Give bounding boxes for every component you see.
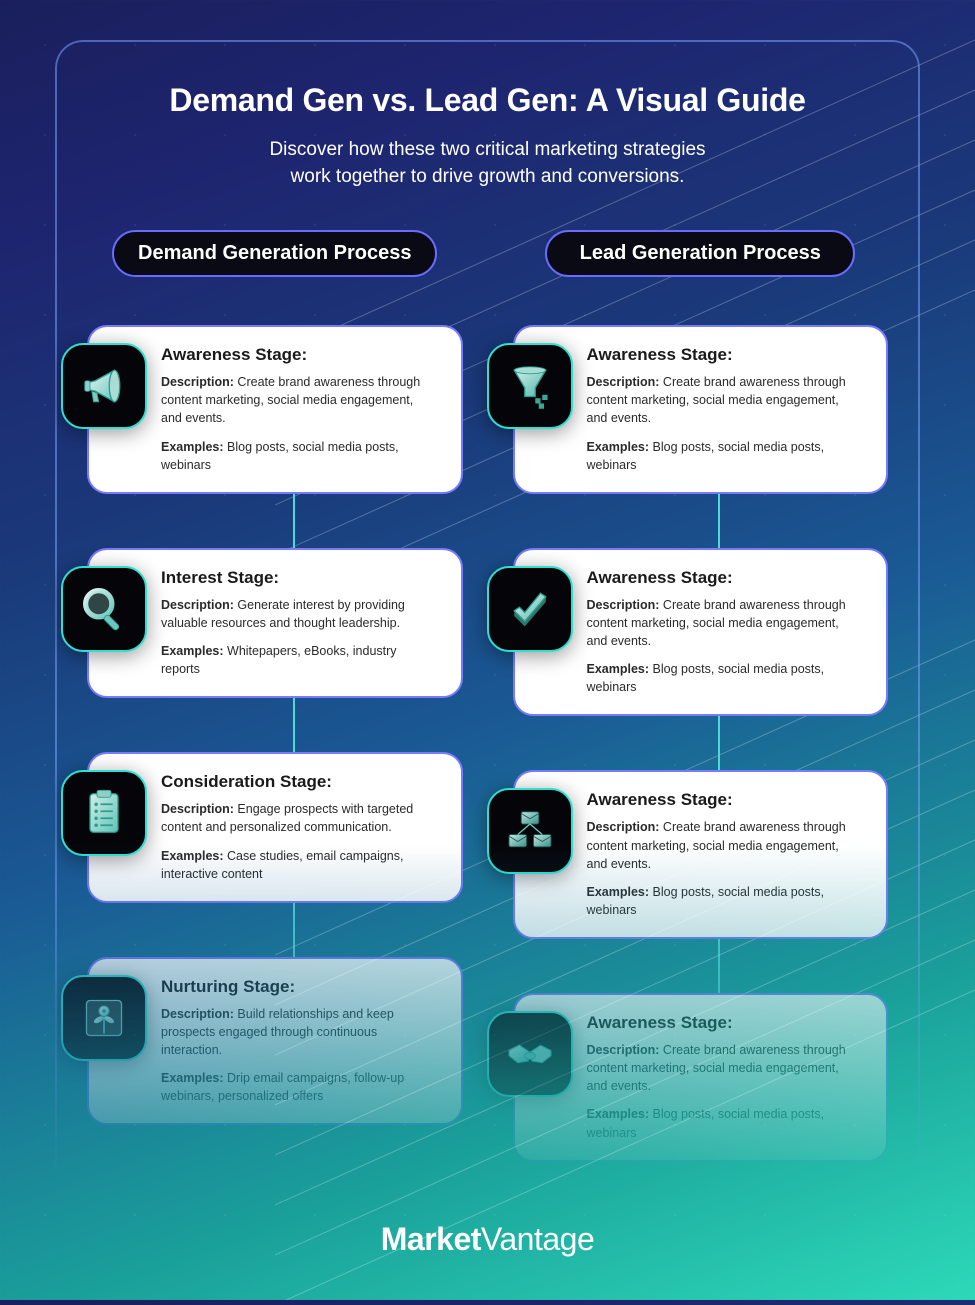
- connector: [293, 698, 295, 752]
- stage-interest: Interest Stage: Description: Generate in…: [87, 548, 463, 699]
- envelopes-icon: [487, 788, 573, 874]
- handshake-icon: [487, 1011, 573, 1097]
- card-body: Awareness Stage: Description: Create bra…: [587, 790, 869, 919]
- card-body: Awareness Stage: Description: Create bra…: [587, 1013, 869, 1142]
- stage-examples: Examples: Blog posts, social media posts…: [587, 883, 863, 919]
- stage-description: Description: Generate interest by provid…: [161, 596, 437, 632]
- stage-description: Description: Create brand awareness thro…: [587, 1041, 863, 1095]
- stage-card: Awareness Stage: Description: Create bra…: [87, 325, 463, 494]
- header: Demand Gen vs. Lead Gen: A Visual Guide …: [87, 82, 888, 190]
- stage-card: Awareness Stage: Description: Create bra…: [513, 548, 889, 717]
- stage-card: Awareness Stage: Description: Create bra…: [513, 770, 889, 939]
- stage-description: Description: Create brand awareness thro…: [587, 818, 863, 872]
- stage-description: Description: Create brand awareness thro…: [161, 373, 437, 427]
- stage-card: Interest Stage: Description: Generate in…: [87, 548, 463, 699]
- stage-card: Awareness Stage: Description: Create bra…: [513, 993, 889, 1162]
- stage-awareness: Awareness Stage: Description: Create bra…: [87, 325, 463, 494]
- stage-title: Nurturing Stage:: [161, 977, 437, 997]
- card-body: Nurturing Stage: Description: Build rela…: [161, 977, 443, 1106]
- stage-description: Description: Create brand awareness thro…: [587, 373, 863, 427]
- card-body: Awareness Stage: Description: Create bra…: [161, 345, 443, 474]
- card-body: Awareness Stage: Description: Create bra…: [587, 345, 869, 474]
- stage-r2: Awareness Stage: Description: Create bra…: [513, 548, 889, 717]
- clipboard-icon: [61, 770, 147, 856]
- connector: [293, 903, 295, 957]
- stage-consideration: Consideration Stage: Description: Engage…: [87, 752, 463, 903]
- magnifier-icon: [61, 566, 147, 652]
- stage-examples: Examples: Blog posts, social media posts…: [587, 660, 863, 696]
- megaphone-icon: [61, 343, 147, 429]
- connector: [293, 494, 295, 548]
- demand-gen-stages: Awareness Stage: Description: Create bra…: [87, 325, 463, 1125]
- card-body: Awareness Stage: Description: Create bra…: [587, 568, 869, 697]
- stage-nurturing: Nurturing Stage: Description: Build rela…: [87, 957, 463, 1126]
- columns-container: Demand Generation Process: [87, 230, 888, 1162]
- connector: [718, 494, 720, 548]
- page-title: Demand Gen vs. Lead Gen: A Visual Guide: [87, 82, 888, 119]
- stage-description: Description: Create brand awareness thro…: [587, 596, 863, 650]
- card-body: Consideration Stage: Description: Engage…: [161, 772, 443, 883]
- stage-card: Consideration Stage: Description: Engage…: [87, 752, 463, 903]
- stage-title: Awareness Stage:: [587, 790, 863, 810]
- lead-gen-heading: Lead Generation Process: [545, 230, 855, 277]
- demand-gen-column: Demand Generation Process: [87, 230, 463, 1162]
- stage-examples: Examples: Blog posts, social media posts…: [587, 1105, 863, 1141]
- main-frame: Demand Gen vs. Lead Gen: A Visual Guide …: [55, 40, 920, 1190]
- stage-title: Consideration Stage:: [161, 772, 437, 792]
- card-body: Interest Stage: Description: Generate in…: [161, 568, 443, 679]
- lead-gen-column: Lead Generation Process: [513, 230, 889, 1162]
- funnel-icon: [487, 343, 573, 429]
- stage-examples: Examples: Blog posts, social media posts…: [161, 438, 437, 474]
- stage-r1: Awareness Stage: Description: Create bra…: [513, 325, 889, 494]
- stage-description: Description: Build relationships and kee…: [161, 1005, 437, 1059]
- stage-examples: Examples: Case studies, email campaigns,…: [161, 847, 437, 883]
- connector: [718, 939, 720, 993]
- stage-examples: Examples: Whitepapers, eBooks, industry …: [161, 642, 437, 678]
- stage-examples: Examples: Drip email campaigns, follow-u…: [161, 1069, 437, 1105]
- lead-gen-stages: Awareness Stage: Description: Create bra…: [513, 325, 889, 1162]
- page-subtitle: Discover how these two critical marketin…: [178, 137, 798, 190]
- brand-logo: MarketVantage: [0, 1221, 975, 1258]
- plant-icon: [61, 975, 147, 1061]
- stage-title: Awareness Stage:: [587, 1013, 863, 1033]
- checkmark-icon: [487, 566, 573, 652]
- stage-examples: Examples: Blog posts, social media posts…: [587, 438, 863, 474]
- stage-title: Awareness Stage:: [161, 345, 437, 365]
- stage-card: Awareness Stage: Description: Create bra…: [513, 325, 889, 494]
- demand-gen-heading: Demand Generation Process: [112, 230, 437, 277]
- stage-r3: Awareness Stage: Description: Create bra…: [513, 770, 889, 939]
- connector: [718, 716, 720, 770]
- stage-card: Nurturing Stage: Description: Build rela…: [87, 957, 463, 1126]
- stage-title: Awareness Stage:: [587, 568, 863, 588]
- stage-r4: Awareness Stage: Description: Create bra…: [513, 993, 889, 1162]
- stage-title: Awareness Stage:: [587, 345, 863, 365]
- stage-description: Description: Engage prospects with targe…: [161, 800, 437, 836]
- stage-title: Interest Stage:: [161, 568, 437, 588]
